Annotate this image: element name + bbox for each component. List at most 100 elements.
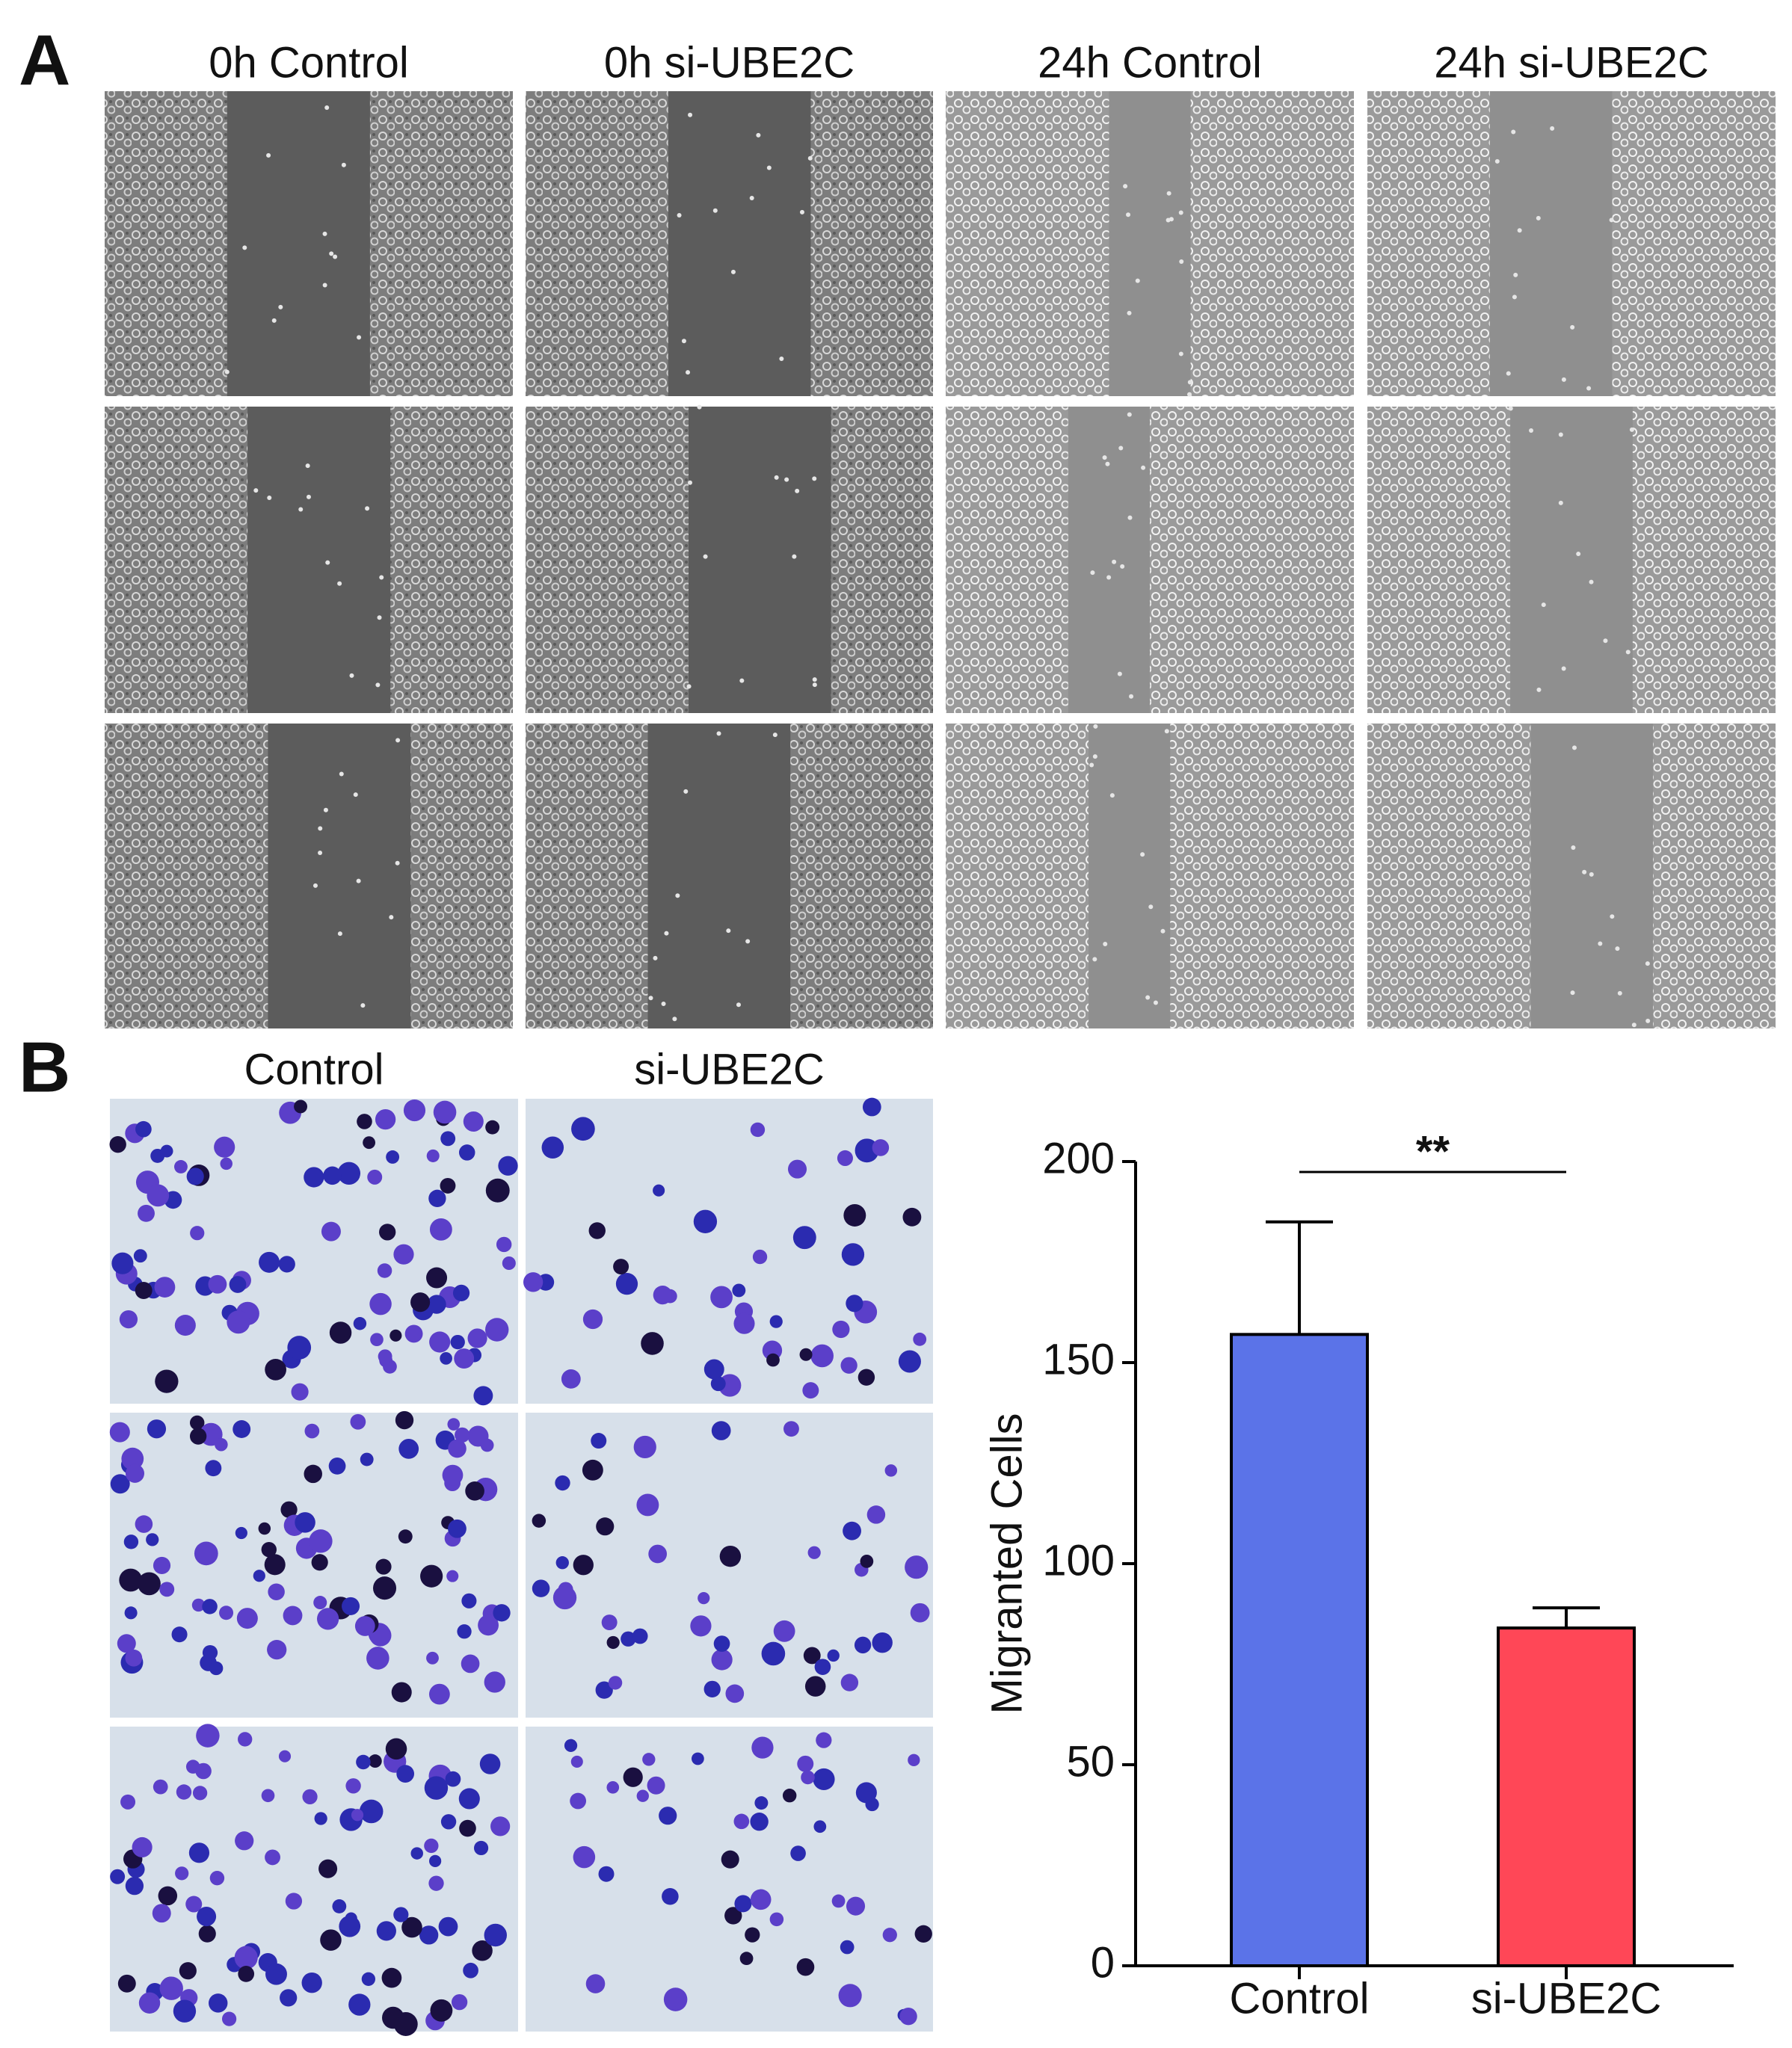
cell [1610,914,1615,919]
column-header: 0h si-UBE2C [604,38,855,87]
stained-cell [632,1628,648,1644]
stained-cell [345,1778,361,1794]
cell [1089,762,1094,768]
stained-cell [311,1554,328,1571]
stained-cell [797,1755,814,1772]
stained-cell [313,1596,327,1610]
stained-cell [783,1421,799,1437]
wound-gap [268,724,411,1028]
stained-cell [814,1659,831,1675]
stained-cell [621,1631,636,1647]
stained-cell [366,1647,390,1670]
stained-cell [258,1522,271,1535]
cell [333,254,338,259]
stained-cell [457,1624,472,1639]
stained-cell [846,1896,866,1916]
stained-cell [133,1249,147,1263]
stained-cell [194,1541,218,1566]
cell [1572,745,1577,750]
stained-cell [188,1842,210,1863]
stained-cell [259,1251,280,1273]
stained-cell [733,1313,755,1334]
stained-cell [190,1226,205,1241]
stained-cell [440,1131,456,1147]
cell [799,209,804,215]
stained-cell [769,1912,784,1927]
wound-gap [1510,407,1633,713]
stained-cell [125,1649,143,1667]
cell [1103,941,1108,946]
cell [1120,564,1125,569]
cell [1187,392,1192,397]
cell [792,554,797,559]
cell [686,370,691,375]
stained-cell [109,1422,130,1443]
stained-cell [463,1962,478,1978]
stained-cell [360,1452,374,1466]
stained-cell [375,1109,396,1130]
stained-cell [294,1099,308,1114]
stained-cell [125,1463,145,1483]
cell [1166,191,1171,196]
stained-cell [302,1789,318,1804]
wound-gap [227,91,370,396]
cell [730,269,736,274]
cell [1511,129,1516,135]
stained-cell [171,1626,188,1643]
cell [349,673,354,678]
cell [1570,324,1575,330]
stained-cell [138,1204,155,1222]
stained-cell [739,1952,754,1966]
stained-cell [433,1100,457,1124]
cell [1135,278,1140,283]
stained-cell [367,1169,383,1185]
stained-cell [280,1989,298,2007]
cell [1536,215,1541,220]
stained-cell [401,1916,422,1938]
stained-cell [356,1754,371,1770]
cell [1645,961,1650,966]
stained-cell [426,1651,439,1665]
stained-cell [484,1671,505,1693]
stained-cell [838,1984,862,2008]
cell [395,738,401,743]
cell [1126,212,1131,218]
cell [1576,552,1581,557]
stained-cell [866,1505,886,1524]
stained-cell [711,1649,733,1671]
bar [1230,1333,1369,1967]
stained-cell [155,1369,179,1393]
stained-cell [532,1579,550,1597]
cell [365,506,370,511]
stained-cell [147,1184,170,1207]
stained-cell [440,1177,456,1194]
cell [1625,650,1631,655]
cell [661,1001,666,1006]
cell [1570,990,1575,996]
cell [1558,500,1563,505]
stained-cell [591,1433,607,1449]
stained-cell [202,1644,218,1661]
cell [1586,386,1592,391]
stained-cell [376,1921,396,1941]
stained-cell [283,1606,303,1626]
cell [1166,218,1171,223]
stained-cell [570,1792,587,1810]
cell [1164,729,1169,734]
stained-cell [802,1382,819,1399]
stained-cell [750,1889,772,1910]
stained-cell [351,1809,364,1822]
stained-cell [419,1925,439,1945]
stained-cell [613,1259,629,1275]
column-header: 24h Control [1038,38,1262,87]
stained-cell [429,1218,452,1241]
y-axis-title: Migranted Cells [982,1413,1031,1715]
cell [318,850,323,855]
stained-cell [135,1515,153,1533]
stained-cell [202,1599,218,1614]
stained-cell [659,1807,677,1825]
bar-chart: 0 50 100 150 200 Migranted Cells Control si-UBE… [982,1127,1734,2023]
column-header: 0h Control [209,38,409,87]
cell [356,878,361,883]
